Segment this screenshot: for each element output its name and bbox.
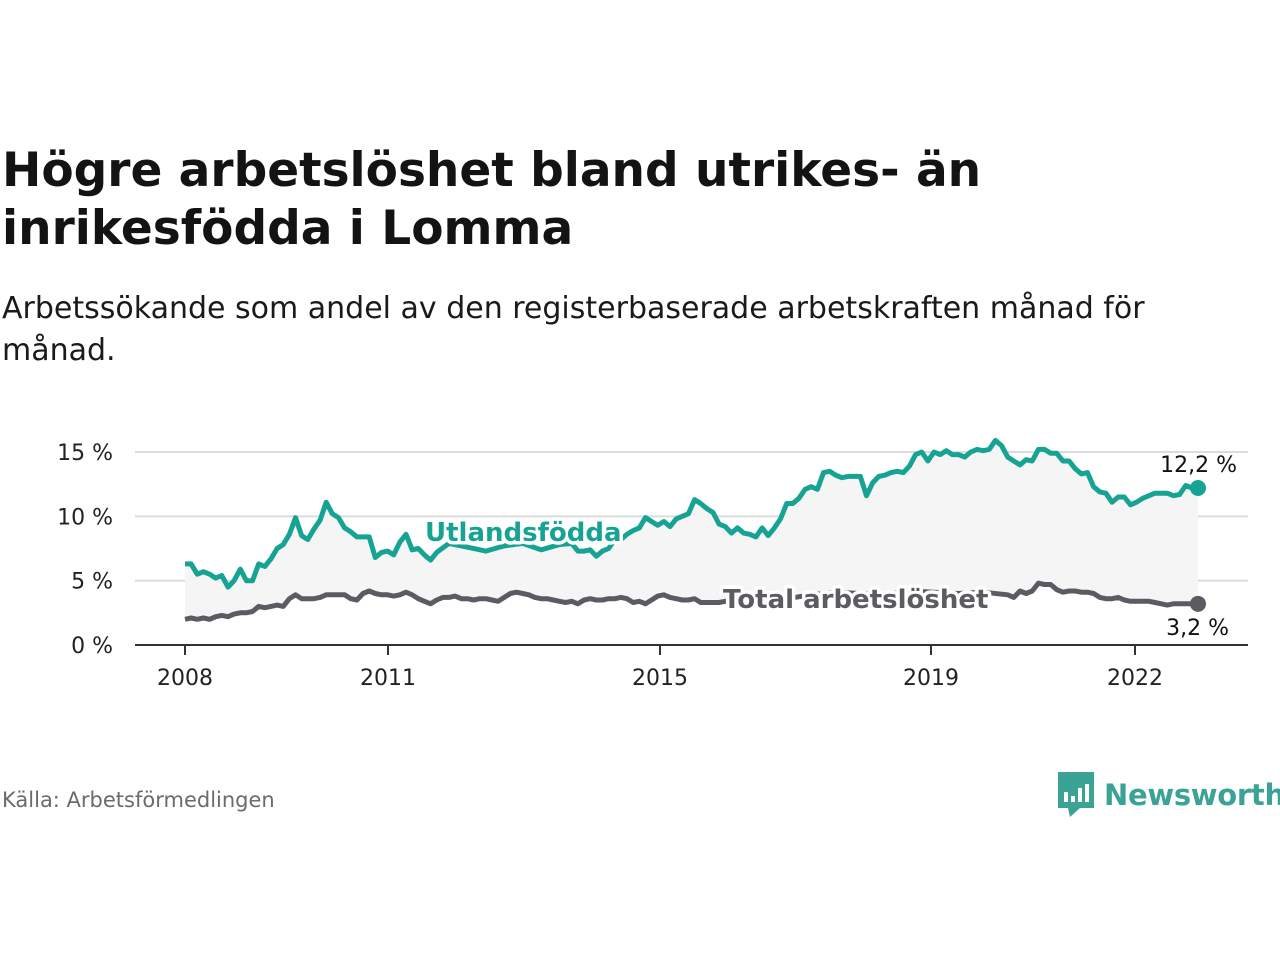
series-labels: Utlandsfödda Total arbetslöshet [422,515,992,619]
x-tick-label: 2019 [903,666,959,691]
end-marker-utlandsfodda [1190,480,1206,497]
end-marker-total [1190,595,1206,612]
brand-name: Newsworthy [1104,778,1280,812]
end-value-total: 3,2 % [1166,616,1229,641]
y-tick-label: 10 % [57,505,113,530]
x-tick-label: 2008 [157,666,213,691]
series-line-total-arbetsloshet [184,580,1198,622]
newsworthy-logo: Newsworthy [1058,772,1280,818]
end-value-utlandsfodda: 12,2 % [1160,453,1237,478]
source-note: Källa: Arbetsförmedlingen [2,788,275,812]
series-line-utlandsfodda [185,437,1198,590]
x-tick-label: 2022 [1107,666,1163,691]
y-tick-label: 0 % [71,634,113,659]
y-tick-label: 5 % [71,570,113,595]
end-markers: 12,2 % 3,2 % [1160,453,1237,641]
y-tick-label: 15 % [57,441,113,466]
newsworthy-icon [1058,772,1094,817]
series-label-utlandsfodda: Utlandsfödda [425,518,622,548]
x-axis: 2008 2011 2015 2019 2022 [157,645,1163,691]
chart-subtitle: Arbetssökande som andel av den registerb… [2,291,1145,368]
x-tick-label: 2011 [360,666,416,691]
chart-title: Högre arbetslöshet bland utrikes- än inr… [2,143,982,256]
area-between-series [185,440,1198,620]
line-chart: 0 % 5 % 10 % 15 % 2008 2011 2015 2019 2022 Utla… [57,437,1248,691]
series-label-total: Total arbetslöshet [723,585,988,615]
x-tick-label: 2015 [632,666,688,691]
y-axis: 0 % 5 % 10 % 15 % [57,441,113,659]
